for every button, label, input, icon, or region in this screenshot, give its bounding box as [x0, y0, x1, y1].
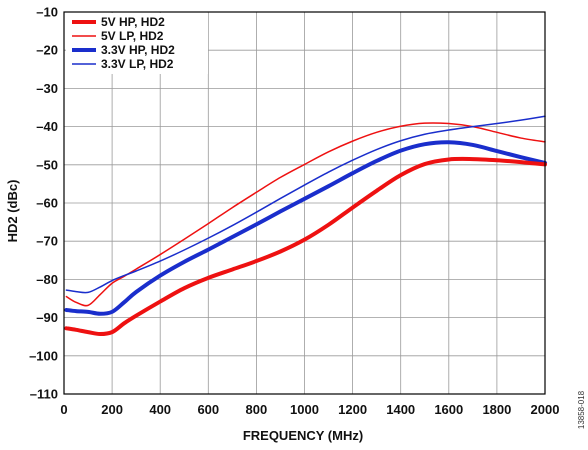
legend: 5V HP, HD2 5V LP, HD2 3.3V HP, HD2 3.3V …	[66, 13, 208, 74]
x-axis-title: FREQUENCY (MHz)	[243, 428, 363, 443]
y-tick-label: –80	[36, 272, 58, 287]
series-group	[64, 115, 547, 337]
y-tick-labels: –10 –20 –30 –40 –50 –60 –70 –80 –90 –100 –110	[29, 5, 58, 402]
x-tick-label: 200	[101, 402, 123, 417]
x-tick-label: 0	[60, 402, 67, 417]
series-line-5v-lp-hd2	[65, 122, 546, 307]
legend-entry: 3.3V HP, HD2	[72, 43, 175, 57]
y-tick-label: –100	[29, 348, 58, 363]
legend-entry: 5V HP, HD2	[72, 15, 165, 29]
legend-label-5v-lp: 5V LP, HD2	[101, 29, 164, 43]
y-tick-label: –10	[36, 5, 58, 20]
y-tick-label: –20	[36, 43, 58, 58]
x-tick-label: 1400	[386, 402, 415, 417]
legend-entry: 5V LP, HD2	[72, 29, 164, 43]
plot-frame	[63, 11, 546, 395]
series-line-3-3v-hp-hd2	[64, 140, 547, 316]
x-tick-label: 2000	[531, 402, 560, 417]
series-line-3-3v-lp-hd2	[65, 115, 546, 294]
x-tick-label: 800	[246, 402, 268, 417]
y-axis-title: HD2 (dBc)	[5, 180, 20, 243]
x-tick-label: 1600	[434, 402, 463, 417]
legend-label-3v3-lp: 3.3V LP, HD2	[101, 57, 174, 71]
x-tick-label: 1000	[290, 402, 319, 417]
y-tick-label: –90	[36, 310, 58, 325]
y-tick-label: –60	[36, 196, 58, 211]
y-tick-label: –50	[36, 157, 58, 172]
figure-id: 13858-018	[577, 390, 586, 429]
y-tick-label: –110	[30, 387, 58, 402]
x-tick-label: 600	[197, 402, 219, 417]
y-tick-label: –40	[36, 119, 58, 134]
y-tick-label: –70	[36, 234, 58, 249]
series-line-5v-hp-hd2	[64, 156, 547, 337]
x-tick-label: 1800	[482, 402, 511, 417]
legend-label-5v-hp: 5V HP, HD2	[101, 15, 165, 29]
x-tick-label: 1200	[338, 402, 367, 417]
x-tick-labels: 0 200 400 600 800 1000 1200 1400 1600 1800 2000	[60, 402, 559, 417]
y-tick-label: –30	[36, 81, 58, 96]
legend-label-3v3-hp: 3.3V HP, HD2	[101, 43, 175, 57]
x-tick-label: 400	[149, 402, 171, 417]
legend-entry: 3.3V LP, HD2	[72, 57, 174, 71]
